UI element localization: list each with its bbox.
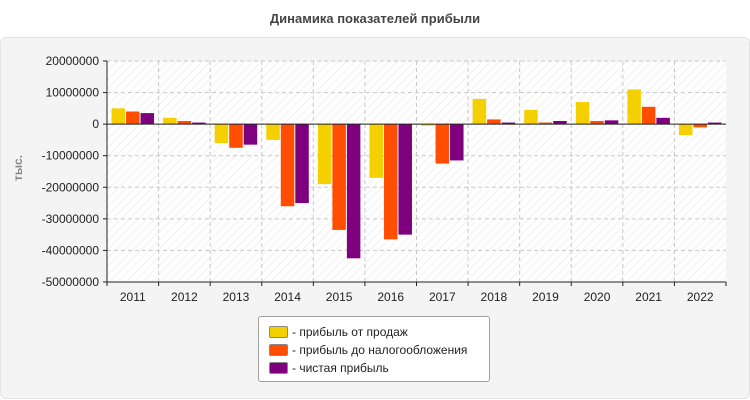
bar (229, 124, 243, 148)
bar (604, 120, 619, 125)
bar (346, 124, 361, 259)
x-tick-label: 2017 (429, 290, 456, 304)
y-tick-label: -10000000 (42, 149, 100, 163)
x-tick-label: 2015 (326, 290, 353, 304)
legend-swatch (269, 344, 288, 356)
bar (524, 109, 538, 125)
bar (383, 124, 398, 240)
chart-title: Динамика показателей прибыли (269, 11, 481, 26)
bar (641, 106, 656, 125)
bar (450, 124, 464, 161)
legend-swatch (269, 362, 288, 374)
axes (103, 60, 727, 286)
bar (280, 124, 295, 207)
legend: - прибыль от продаж - прибыль до налогоо… (258, 316, 490, 382)
bar (472, 98, 487, 125)
x-tick-label: 2018 (481, 290, 508, 304)
bar (693, 124, 707, 128)
bar (590, 120, 604, 125)
x-tick-labels: 2011 2012 2013 2014 2015 2016 2017 2018 2019 2020… (120, 290, 714, 304)
bar (627, 89, 641, 125)
bar (575, 102, 590, 125)
bar (295, 124, 309, 204)
bar (317, 124, 332, 185)
bar (421, 124, 435, 126)
y-tick-label: -20000000 (42, 180, 100, 194)
bar (177, 120, 192, 125)
bar (501, 122, 516, 125)
bar (126, 111, 140, 125)
x-tick-label: 2012 (171, 290, 198, 304)
legend-item-sales-profit: - прибыль от продаж (269, 323, 489, 341)
bar (332, 124, 346, 230)
bar (266, 124, 280, 140)
x-tick-label: 2016 (377, 290, 404, 304)
bar (192, 122, 206, 125)
bar (140, 113, 155, 125)
x-tick-label: 2020 (584, 290, 611, 304)
y-tick-label: 0 (92, 117, 99, 131)
x-tick-label: 2022 (687, 290, 714, 304)
bar (111, 108, 126, 125)
legend-swatch (269, 326, 288, 338)
y-tick-label: 10000000 (46, 86, 100, 100)
y-tick-label: 20000000 (46, 54, 100, 68)
legend-item-net-profit: - чистая прибыль (269, 359, 489, 377)
bar (707, 122, 722, 125)
x-tick-label: 2013 (223, 290, 250, 304)
legend-label: - чистая прибыль (292, 361, 389, 375)
x-tick-label: 2014 (274, 290, 301, 304)
y-axis-label: тыс. (11, 155, 25, 181)
bar (538, 122, 553, 125)
x-tick-label: 2011 (120, 290, 146, 304)
x-tick-label: 2021 (635, 290, 662, 304)
bar (487, 119, 501, 125)
y-tick-labels: 20000000 10000000 0 -10000000 -20000000 -3000… (42, 54, 100, 289)
y-tick-label: -40000000 (42, 243, 100, 257)
bars (111, 89, 722, 259)
x-tick-label: 2019 (532, 290, 559, 304)
bar (678, 124, 693, 136)
bar (435, 124, 450, 164)
y-tick-label: -30000000 (42, 212, 100, 226)
bar (553, 120, 567, 125)
bar (398, 124, 412, 235)
bar (243, 124, 258, 145)
bar (163, 117, 177, 125)
legend-label: - прибыль от продаж (292, 325, 408, 339)
bar (369, 124, 383, 178)
bar (656, 117, 670, 125)
legend-label: - прибыль до налогообложения (292, 343, 468, 357)
y-tick-label: -50000000 (42, 275, 100, 289)
legend-item-pretax-profit: - прибыль до налогообложения (269, 341, 489, 359)
bar (214, 124, 229, 144)
